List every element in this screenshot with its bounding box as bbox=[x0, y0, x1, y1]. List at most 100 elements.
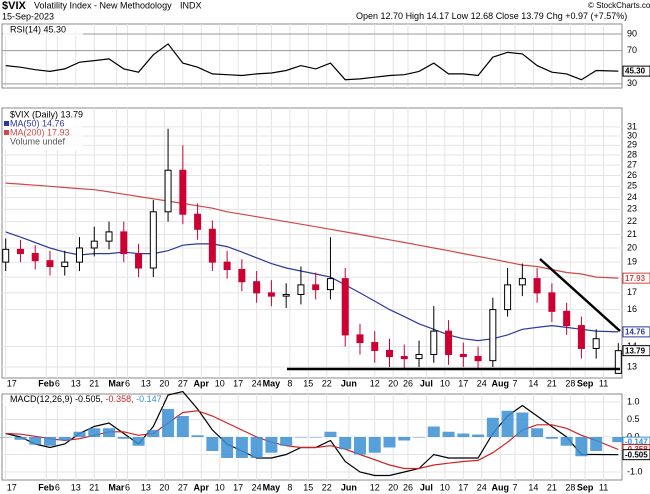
y-tick-label: -1.0 bbox=[627, 466, 643, 476]
histogram-bar bbox=[176, 416, 189, 437]
legend-entry: -0.147 bbox=[136, 394, 162, 404]
histogram-bar bbox=[0, 437, 12, 438]
y-tick-label: 24 bbox=[627, 192, 637, 202]
y-tick-label: 16 bbox=[627, 304, 637, 314]
histogram-bar bbox=[560, 437, 573, 446]
x-tick-label: 17 bbox=[458, 378, 468, 388]
x-tick-label: 8 bbox=[287, 378, 292, 388]
candle-body bbox=[356, 334, 364, 344]
x-tick-label: Feb bbox=[38, 482, 55, 492]
price-panel bbox=[1, 107, 623, 379]
x-tick-label: 7 bbox=[512, 482, 517, 492]
histogram-bar bbox=[398, 437, 411, 441]
last-value-tag bbox=[622, 326, 650, 338]
x-tick-label: 22 bbox=[322, 378, 332, 388]
candle-body bbox=[312, 284, 320, 291]
last-value-label: 45.30 bbox=[625, 67, 646, 76]
last-value-tag bbox=[622, 65, 650, 77]
histogram-bar bbox=[280, 437, 293, 446]
legend-bg bbox=[3, 110, 83, 150]
x-tick-label: May bbox=[263, 482, 281, 492]
trend-line bbox=[539, 258, 621, 332]
security-name: Volatility Index - New Methodology bbox=[34, 0, 172, 10]
histogram-bar bbox=[531, 428, 544, 437]
x-tick-label: Mar bbox=[108, 482, 125, 492]
exchange: INDX bbox=[180, 0, 202, 10]
candle-body bbox=[474, 356, 482, 362]
candle-body bbox=[61, 261, 69, 268]
x-tick-label: 24 bbox=[477, 482, 487, 492]
x-tick-label: 11 bbox=[599, 378, 608, 388]
series-line bbox=[5, 43, 619, 81]
x-tick-label: 27 bbox=[178, 378, 188, 388]
quote-high: High 14.17 bbox=[406, 11, 450, 21]
x-tick-label: 12 bbox=[370, 482, 380, 492]
candle-body bbox=[282, 293, 290, 297]
histogram-bar bbox=[235, 437, 248, 458]
x-tick-label: 28 bbox=[565, 482, 575, 492]
x-tick-label: 28 bbox=[565, 378, 575, 388]
x-tick-label: 6 bbox=[125, 482, 130, 492]
candle-body bbox=[76, 247, 83, 263]
candle-body bbox=[445, 330, 453, 355]
x-tick-label: 21 bbox=[547, 482, 557, 492]
plot-layer bbox=[0, 24, 625, 480]
x-tick-label: 11 bbox=[599, 482, 608, 492]
x-tick-label: 22 bbox=[322, 482, 332, 492]
x-tick-label: 15 bbox=[303, 378, 313, 388]
legend-entry: MACD(12,26,9) -0.505, bbox=[10, 394, 103, 404]
legend-swatch bbox=[4, 121, 9, 126]
histogram-bar bbox=[250, 437, 263, 458]
y-tick-label: 17 bbox=[627, 287, 637, 297]
histogram-bar bbox=[442, 431, 455, 437]
candle-body bbox=[430, 330, 438, 355]
y-tick-label: 13 bbox=[627, 361, 637, 371]
last-value-label: 17.93 bbox=[625, 274, 646, 283]
histogram-bar bbox=[501, 410, 514, 437]
histogram-bar bbox=[147, 430, 160, 437]
x-tick-label: 17 bbox=[233, 482, 243, 492]
quote: Open 12.70 High 14.17 Low 12.68 Close 13… bbox=[356, 11, 627, 21]
histogram-bar bbox=[162, 409, 175, 437]
candle-body bbox=[164, 169, 172, 213]
y-tick-label: 1.0 bbox=[627, 396, 640, 406]
histogram-bar bbox=[14, 437, 27, 440]
x-tick-label: 8 bbox=[287, 482, 292, 492]
x-tick-label: May bbox=[263, 378, 281, 388]
y-tick-label: 0.5 bbox=[627, 414, 640, 424]
rsi-panel bbox=[1, 23, 623, 89]
histogram-bar bbox=[457, 433, 470, 437]
x-tick-label: 20 bbox=[159, 378, 169, 388]
histogram-bar bbox=[206, 437, 219, 451]
candle-body bbox=[577, 325, 585, 349]
x-tick-label: Apr bbox=[194, 482, 210, 492]
histogram-bar bbox=[516, 412, 529, 437]
histogram-bar bbox=[324, 431, 337, 437]
x-tick-label: 20 bbox=[388, 482, 398, 492]
x-tick-label: 17 bbox=[7, 482, 17, 492]
histogram-bar bbox=[545, 437, 558, 439]
y-tick-label: 90 bbox=[627, 28, 637, 38]
x-tick-label: 14 bbox=[528, 378, 538, 388]
y-tick-label: 28 bbox=[627, 149, 637, 159]
candle-body bbox=[533, 278, 541, 294]
candle-body bbox=[208, 228, 216, 263]
last-value-label: 14.76 bbox=[625, 327, 646, 336]
x-tick-label: 12 bbox=[370, 378, 380, 388]
x-tick-label: 10 bbox=[440, 378, 450, 388]
rsi-label: RSI(14) 45.30 bbox=[10, 24, 66, 34]
candle-body bbox=[592, 338, 600, 349]
quote-open: Open 12.70 bbox=[356, 11, 403, 21]
candle-body bbox=[253, 281, 261, 294]
x-tick-label: 17 bbox=[233, 378, 243, 388]
candle-body bbox=[135, 253, 143, 269]
x-tick-label: 26 bbox=[403, 378, 413, 388]
x-tick-label: 13 bbox=[141, 378, 151, 388]
candle-body bbox=[90, 240, 98, 249]
histogram-bar bbox=[294, 437, 307, 438]
candle-body bbox=[194, 213, 202, 230]
histogram-bar bbox=[413, 437, 426, 438]
x-tick-label: 13 bbox=[71, 482, 81, 492]
candle-body bbox=[31, 253, 39, 262]
